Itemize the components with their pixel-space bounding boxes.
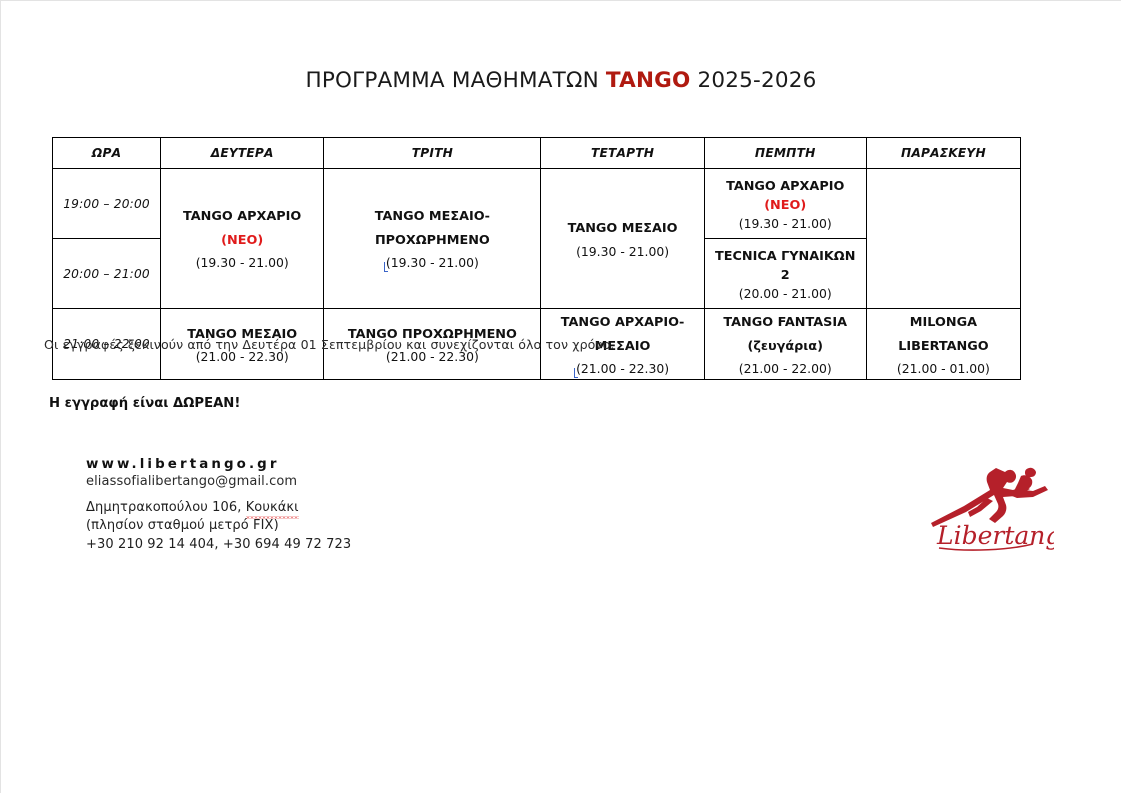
- contact-block: www.libertango.gr eliassofialibertango@g…: [86, 457, 351, 554]
- class-name-tuesday-late: TANGO ΠΡΟΧΩΡΗΜΕΝΟ: [347, 326, 517, 342]
- table-header-row: ΩΡΑ ΔΕΥΤΕΡΑ ΤΡΙΤΗ ΤΕΤΑΡΤΗ ΠΕΜΠΤΗ ΠΑΡΑΣΚΕ…: [51, 137, 1022, 169]
- cell-friday-late: MILONGA LIBERTANGO (21.00 - 01.00): [865, 307, 1022, 381]
- address-street: Δημητρακοπούλου 106,: [86, 500, 246, 515]
- cell-thursday-late: TANGO FANTASIA (ζευγάρια) (21.00 - 22.00…: [703, 307, 867, 381]
- hour-label-1900: 19:00 – 20:00: [51, 168, 162, 239]
- column-header-wednesday: ΤΕΤΑΡΤΗ: [540, 137, 705, 169]
- table-row-1900: 19:00 – 20:00 TANGO ΑΡΧΑΡΙΟ (ΝΕΟ) (19.30…: [51, 168, 1022, 309]
- cell-wednesday-early: TANGO ΜΕΣΑΙΟ (19.30 - 21.00): [540, 168, 705, 309]
- column-header-tuesday: ΤΡΙΤΗ: [323, 137, 542, 169]
- class-name-tuesday-early: TANGO ΜΕΣΑΙΟ-ΠΡΟΧΩΡΗΜΕΝΟ: [374, 209, 490, 248]
- class-time-tuesday-early: (19.30 - 21.00): [383, 255, 479, 273]
- class-name-monday-late: TANGO ΜΕΣΑΙΟ: [187, 326, 298, 342]
- tango-dancers-icon: [931, 467, 1048, 527]
- class-time-wednesday-late: (21.00 - 22.30): [574, 361, 670, 379]
- address-area: Κουκάκι: [245, 499, 299, 520]
- class-schedule-table: ΩΡΑ ΔΕΥΤΕΡΑ ΤΡΙΤΗ ΤΕΤΑΡΤΗ ΠΕΜΠΤΗ ΠΑΡΑΣΚΕ…: [51, 137, 1022, 381]
- column-header-friday: ΠΑΡΑΣΚΕΥΗ: [865, 137, 1022, 169]
- class-name-monday-early: TANGO ΑΡΧΑΡΙΟ (ΝΕΟ): [183, 209, 302, 248]
- badge-neo-thursday: (ΝΕΟ): [764, 198, 807, 213]
- cell-thursday-early: TANGO ΑΡΧΑΡΙΟ (ΝΕΟ) (19.30 - 21.00) TECN…: [703, 168, 867, 309]
- class-name-thursday-late: TANGO FANTASIA: [723, 315, 848, 330]
- class-name-friday-late: MILONGA LIBERTANGO: [898, 315, 989, 354]
- class-time-wednesday-early: (19.30 - 21.00): [576, 243, 670, 259]
- page-title-suffix: 2025-2026: [690, 68, 817, 93]
- libertango-logo: Libertango: [909, 460, 1054, 560]
- cell-thursday-early-top: TANGO ΑΡΧΑΡΙΟ (ΝΕΟ) (19.30 - 21.00): [704, 169, 866, 239]
- cell-monday-late: TANGO ΜΕΣΑΙΟ (21.00 - 22.30): [160, 307, 325, 381]
- thursday-split-row-bottom: TECNICA ΓΥΝΑΙΚΩΝ 2 (20.00 - 21.00): [705, 239, 866, 309]
- class-name-wednesday-early: TANGO ΜΕΣΑΙΟ: [567, 221, 678, 237]
- class-name-thursday-early-bottom: TECNICA ΓΥΝΑΙΚΩΝ 2: [715, 249, 856, 283]
- class-name-wednesday-late: TANGO ΑΡΧΑΡΙΟ-ΜΕΣΑΙΟ: [560, 315, 685, 354]
- cell-tuesday-late: TANGO ΠΡΟΧΩΡΗΜΕΝΟ (21.00 - 22.30): [323, 307, 542, 381]
- thursday-split-table: TANGO ΑΡΧΑΡΙΟ (ΝΕΟ) (19.30 - 21.00) TECN…: [704, 169, 866, 309]
- class-time-friday-late: (21.00 - 01.00): [896, 361, 990, 377]
- class-time-monday-late: (21.00 - 22.30): [195, 349, 289, 365]
- class-name-thursday-early-top: TANGO ΑΡΧΑΡΙΟ (ΝΕΟ): [726, 179, 845, 213]
- page-title: ΠΡΟΓΡΑΜΜΑ ΜΑΘΗΜΑΤΩΝ TANGO 2025-2026: [1, 68, 1121, 93]
- address-metro-line: (πλησίον σταθμού μετρό FIX): [86, 518, 279, 534]
- class-time-thursday-early-top: (19.30 - 21.00): [738, 216, 832, 231]
- website-url[interactable]: www.libertango.gr: [86, 457, 280, 472]
- cell-wednesday-late: TANGO ΑΡΧΑΡΙΟ-ΜΕΣΑΙΟ (21.00 - 22.30): [540, 307, 705, 381]
- class-time-monday-early: (19.30 - 21.00): [195, 255, 289, 271]
- hour-label-2000: 20:00 – 21:00: [51, 238, 162, 309]
- logo-wordmark: Libertango: [936, 521, 1054, 550]
- address-street-line: Δημητρακοπούλου 106, Κουκάκι: [86, 499, 351, 520]
- page-title-accent: TANGO: [605, 68, 691, 93]
- column-header-hour: ΩΡΑ: [51, 137, 162, 169]
- thursday-split-row-top: TANGO ΑΡΧΑΡΙΟ (ΝΕΟ) (19.30 - 21.00): [704, 169, 866, 239]
- cell-monday-early: TANGO ΑΡΧΑΡΙΟ (ΝΕΟ) (19.30 - 21.00): [160, 168, 325, 309]
- class-time-tuesday-late: (21.00 - 22.30): [385, 349, 479, 365]
- class-time-thursday-late: (21.00 - 22.00): [738, 361, 832, 377]
- registration-note: Οι εγγραφές ξεκινούν από την Δευτέρα 01 …: [44, 337, 615, 352]
- hour-label-2100: 21:00 – 22:00: [51, 307, 162, 381]
- badge-neo-monday: (ΝΕΟ): [221, 232, 264, 248]
- column-header-thursday: ΠΕΜΠΤΗ: [703, 137, 867, 169]
- email-address[interactable]: eliassofialibertango@gmail.com: [86, 474, 298, 489]
- column-header-monday: ΔΕΥΤΕΡΑ: [160, 137, 325, 169]
- cell-friday-early: [865, 168, 1022, 309]
- table-row-2100: 21:00 – 22:00 TANGO ΜΕΣΑΙΟ (21.00 - 22.3…: [51, 307, 1022, 381]
- phone-numbers[interactable]: +30 210 92 14 404, +30 694 49 72 723: [86, 536, 352, 552]
- cell-thursday-early-bottom: TECNICA ΓΥΝΑΙΚΩΝ 2 (20.00 - 21.00): [705, 239, 866, 309]
- cell-tuesday-early: TANGO ΜΕΣΑΙΟ-ΠΡΟΧΩΡΗΜΕΝΟ (19.30 - 21.00): [323, 168, 542, 309]
- table-row-2000: 20:00 – 21:00: [51, 238, 1021, 309]
- page-title-prefix: ΠΡΟΓΡΑΜΜΑ ΜΑΘΗΜΑΤΩΝ: [305, 68, 606, 93]
- class-time-thursday-early-bottom: (20.00 - 21.00): [738, 286, 832, 301]
- class-subtitle-thursday-late: (ζευγάρια): [747, 338, 823, 354]
- free-registration-note: Η εγγραφή είναι ΔΩΡΕΑΝ!: [49, 396, 241, 411]
